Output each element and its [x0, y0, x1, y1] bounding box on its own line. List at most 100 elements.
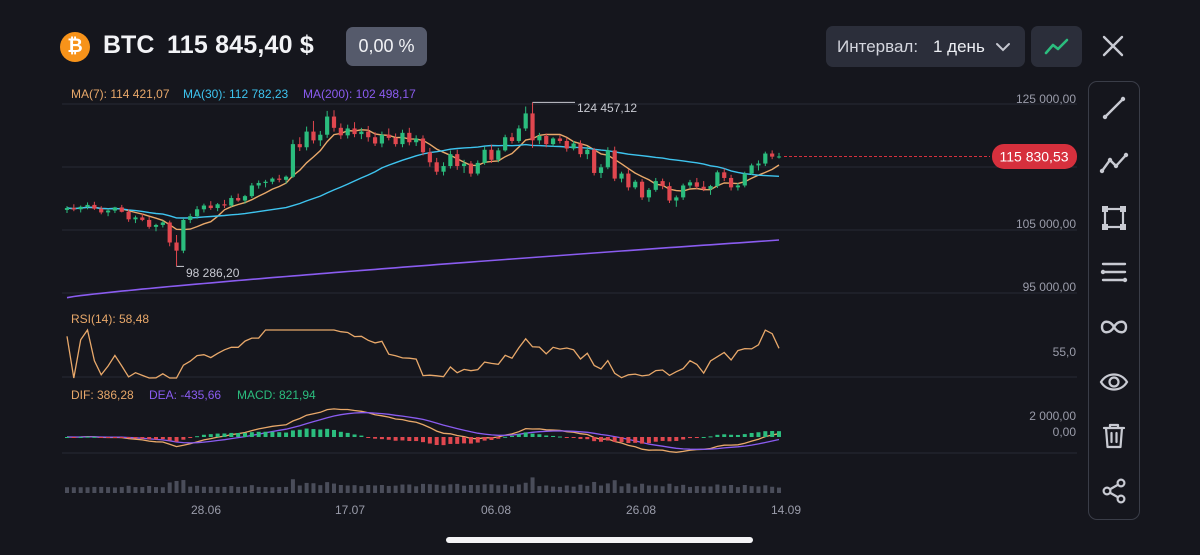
candle-body	[509, 137, 515, 141]
volume-bar	[243, 486, 247, 493]
macd-histogram-bar	[359, 435, 364, 437]
macd-histogram-bar	[270, 431, 275, 437]
volume-bar	[482, 484, 487, 493]
ma200-line	[66, 239, 780, 299]
candle-body	[318, 134, 323, 141]
close-button[interactable]	[1100, 33, 1126, 59]
header-bar: ₿ BTC 115 845,40 $ 0,00 % Интервал: 1 де…	[0, 0, 1200, 90]
volume-bar	[468, 485, 473, 493]
volume-bar	[263, 487, 268, 493]
volume-bar	[290, 479, 295, 493]
candle-body	[78, 206, 83, 210]
fib-levels-tool[interactable]	[1089, 248, 1139, 296]
volume-bar	[735, 487, 740, 493]
volume-bar	[681, 484, 686, 493]
drawing-toolbar	[1088, 81, 1140, 520]
volume-bar	[373, 485, 378, 493]
candle-body	[215, 204, 220, 209]
rectangle-tool[interactable]	[1089, 194, 1139, 242]
volume-bar	[585, 485, 590, 493]
volume-bar	[530, 477, 535, 493]
candle-body	[249, 185, 254, 197]
candle-body	[523, 113, 528, 129]
macd-histogram-bar	[133, 437, 138, 439]
candle-body	[557, 138, 563, 141]
macd-histogram-bar	[167, 437, 172, 441]
macd-histogram-bar	[468, 437, 473, 444]
polyline-tool[interactable]	[1089, 139, 1139, 187]
share-tool[interactable]	[1089, 467, 1139, 515]
macd-histogram-bar	[140, 437, 145, 439]
chart-type-button[interactable]	[1031, 26, 1082, 67]
candle-body	[64, 208, 70, 210]
volume-bar	[421, 483, 425, 493]
candle-body	[749, 165, 754, 174]
interval-selector[interactable]: Интервал: 1 день	[826, 26, 1025, 67]
macd-histogram-bar	[523, 432, 528, 437]
macd-histogram-bar	[462, 437, 467, 444]
volume-bar	[160, 487, 165, 493]
x-tick-label: 28.06	[191, 503, 221, 517]
volume-bar	[510, 486, 514, 493]
macd-histogram-bar	[393, 437, 398, 441]
macd-histogram-bar	[263, 431, 268, 437]
volume-bar	[688, 486, 692, 493]
macd-histogram-bar	[386, 437, 391, 440]
macd-histogram-bar	[174, 437, 179, 442]
candle-body	[174, 242, 179, 251]
visibility-tool[interactable]	[1089, 358, 1139, 406]
volume-bar	[475, 485, 480, 493]
candle-body	[420, 138, 426, 153]
candle-body	[605, 150, 610, 168]
interval-value: 1 день	[933, 37, 985, 56]
volume-bar	[427, 484, 432, 493]
volume-bar	[106, 487, 111, 493]
volume-bar	[667, 483, 672, 493]
macd-histogram-bar	[770, 431, 775, 437]
volume-bar	[441, 485, 446, 493]
y-tick-label: 125 000,00	[1016, 92, 1076, 106]
macd-histogram-bar	[195, 436, 200, 438]
volume-bar	[352, 485, 357, 493]
candle-body	[503, 137, 508, 151]
close-icon	[1102, 35, 1124, 57]
current-price-label: 115 830,53	[999, 148, 1068, 164]
macd-histogram-bar	[379, 437, 384, 440]
macd-histogram-bar	[160, 437, 165, 440]
macd-histogram-bar	[332, 429, 336, 437]
candle-body	[708, 186, 713, 190]
candle-body	[85, 204, 90, 207]
macd-histogram-bar	[448, 437, 453, 444]
candle-body	[201, 205, 207, 210]
candle-body	[290, 144, 296, 177]
candle-body	[236, 198, 241, 201]
home-indicator	[446, 537, 753, 543]
macd-histogram-bar	[112, 437, 117, 438]
eye-icon	[1099, 373, 1129, 391]
candle-body	[735, 185, 741, 188]
macd-histogram-bar	[777, 431, 781, 437]
volume-bar	[236, 486, 241, 493]
candle-body	[701, 186, 706, 190]
volume-bar	[414, 486, 419, 493]
volume-bar	[133, 487, 138, 493]
trend-line-tool[interactable]	[1089, 84, 1139, 132]
infinity-tool[interactable]	[1089, 303, 1139, 351]
macd-histogram-bar	[421, 437, 425, 443]
candle-body	[311, 131, 316, 141]
candle-body	[653, 181, 658, 190]
y-tick-label: 95 000,00	[1023, 280, 1077, 294]
candle-body	[407, 132, 412, 143]
y-tick-label: 105 000,00	[1016, 217, 1076, 231]
volume-bar	[99, 486, 104, 493]
delete-tool[interactable]	[1089, 412, 1139, 460]
macd-histogram-bar	[708, 436, 713, 438]
candle-body	[516, 128, 521, 141]
price-chart[interactable]: MA(7): 114 421,07 MA(30): 112 782,23 MA(…	[0, 0, 1080, 530]
interval-label: Интервал:	[837, 37, 919, 56]
volume-bar	[660, 486, 665, 493]
candle-body	[694, 182, 699, 187]
volume-bar	[140, 487, 145, 493]
price-change-badge: 0,00 %	[346, 27, 427, 66]
candle-body	[181, 219, 186, 251]
